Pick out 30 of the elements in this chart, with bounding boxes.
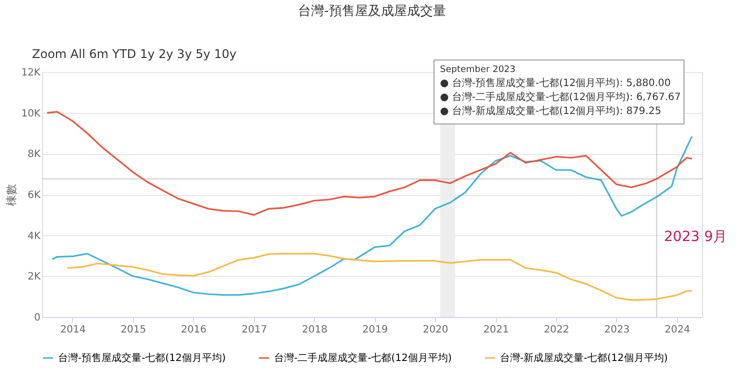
annotation: ● 台灣-預售屋成交量-七都(12個月平均): 5,880.00	[440, 77, 671, 89]
y-tick-label: 2K	[28, 272, 41, 283]
annotation: 2023 9月	[664, 229, 727, 245]
x-tick-label: 2022	[544, 324, 570, 336]
text: Zoom All 6m YTD 1y 2y 3y 5y 10y	[32, 47, 237, 61]
annotation: September 2023	[440, 65, 516, 75]
x-tick-label: 2021	[483, 324, 509, 336]
x-tick-label: 2017	[242, 324, 268, 336]
legend-label: 台灣-預售屋成交量-七都(12個月平均)	[58, 352, 226, 364]
y-tick-label: 0	[34, 312, 40, 324]
y-tick-label: 10K	[21, 108, 41, 120]
annotation: ● 台灣-新成屋成交量-七都(12個月平均): 879.25	[440, 105, 662, 117]
y-tick-label: 4K	[28, 230, 41, 242]
x-tick-label: 2023	[604, 324, 630, 336]
x-tick-label: 2019	[362, 324, 388, 336]
y-tick-label: 6K	[28, 190, 41, 201]
chart-title: 台灣-預售屋及成屋成交量	[298, 3, 446, 19]
x-tick-label: 2016	[181, 324, 206, 336]
legend-label: 台灣-新成屋成交量-七都(12個月平均)	[500, 352, 668, 364]
x-tick-label: 2020	[422, 324, 448, 336]
x-tick-label: 2014	[60, 324, 86, 336]
x-tick-label: 2015	[120, 324, 146, 336]
y-tick-label: 8K	[28, 149, 41, 160]
y-axis-title: 棟數	[5, 184, 18, 206]
x-tick-label: 2024	[664, 324, 690, 336]
legend-label: 台灣-二手成屋成交量-七都(12個月平均)	[274, 352, 452, 364]
x-tick-label: 2018	[302, 324, 328, 336]
line-series	[66, 252, 693, 301]
y-tick-label: 12K	[21, 68, 41, 78]
annotation: ● 台灣-二手成屋成交量-七都(12個月平均): 6,767.67	[440, 91, 681, 103]
